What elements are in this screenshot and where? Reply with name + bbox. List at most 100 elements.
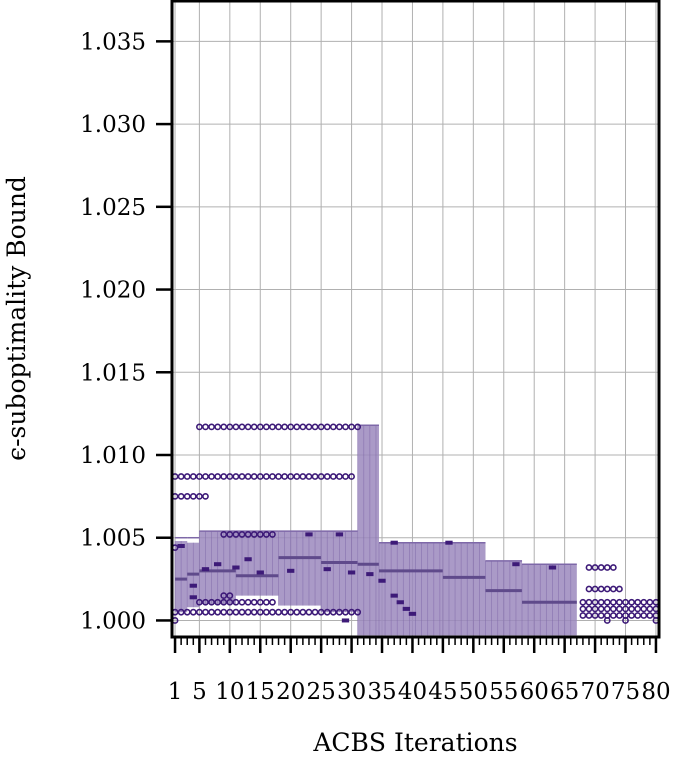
outlier-point — [585, 564, 593, 571]
outlier-point — [250, 423, 258, 431]
box-body — [522, 564, 577, 636]
x-tick-label: 65 — [550, 679, 579, 705]
outlier-point — [603, 598, 611, 606]
outlier-point — [262, 598, 270, 606]
mean-marker — [189, 583, 197, 588]
outlier-point — [226, 531, 234, 538]
outlier-point — [232, 598, 240, 606]
outlier-point — [202, 608, 209, 616]
mean-marker — [232, 565, 240, 570]
box-segment — [521, 563, 577, 636]
outlier-point — [336, 608, 343, 616]
outlier-point — [214, 608, 222, 616]
outlier-point — [622, 617, 629, 624]
y-tick-label: 1.000 — [80, 608, 146, 634]
outlier-point — [208, 473, 215, 480]
outlier-point — [299, 423, 307, 431]
y-tick-label: 1.035 — [80, 29, 146, 55]
outlier-point — [305, 608, 313, 616]
outlier-point — [299, 608, 307, 616]
outlier-markers — [171, 423, 660, 624]
outlier-point — [311, 423, 319, 431]
box-body — [378, 542, 443, 636]
outlier-point — [616, 612, 623, 619]
outlier-point — [603, 605, 611, 613]
outlier-point — [585, 585, 593, 593]
mean-marker — [445, 540, 453, 545]
mean-markers — [177, 532, 557, 623]
box-segment — [186, 536, 200, 608]
mean-marker — [548, 565, 557, 570]
outlier-point — [250, 473, 258, 480]
outlier-point — [220, 592, 228, 600]
outlier-point — [195, 492, 203, 500]
mean-marker — [366, 572, 374, 577]
outlier-point — [232, 531, 240, 538]
outlier-point — [256, 531, 264, 538]
box-segment — [174, 536, 188, 613]
outlier-point — [202, 492, 209, 500]
mean-marker — [305, 532, 313, 537]
outlier-point — [329, 473, 337, 480]
outlier-point — [189, 473, 197, 480]
y-tick-label: 1.025 — [80, 195, 146, 221]
y-axis-ticks: 1.000 1.005 1.010 1.015 1.020 1.025 1.030 1.035 — [80, 29, 172, 634]
outlier-point — [634, 605, 642, 613]
outlier-point — [597, 598, 605, 606]
outlier-point — [195, 473, 203, 480]
outlier-point — [591, 612, 599, 619]
outlier-point — [603, 564, 611, 571]
outlier-point — [244, 598, 252, 606]
outlier-point — [189, 608, 197, 616]
outlier-point — [293, 423, 301, 431]
outlier-point — [354, 423, 362, 431]
outlier-point — [244, 608, 252, 616]
y-tick-label: 1.015 — [80, 360, 146, 386]
y-tick-label: 1.020 — [80, 278, 146, 304]
outlier-point — [244, 423, 252, 431]
outlier-point — [609, 598, 617, 606]
box-segment — [485, 560, 523, 636]
mean-marker — [287, 568, 295, 573]
outlier-point — [311, 608, 319, 616]
outlier-point — [238, 473, 246, 480]
outlier-point — [262, 531, 270, 538]
outlier-point — [220, 423, 228, 431]
outlier-point — [214, 598, 222, 606]
outlier-point — [616, 598, 623, 606]
outlier-point — [226, 423, 234, 431]
mean-marker — [396, 600, 404, 605]
outlier-point — [348, 608, 355, 616]
outlier-point — [262, 473, 270, 480]
outlier-point — [208, 423, 215, 431]
x-tick-label: 20 — [276, 679, 305, 705]
outlier-point — [305, 423, 313, 431]
outlier-point — [287, 473, 295, 480]
x-tick-label: 5 — [192, 679, 207, 705]
outlier-point — [256, 598, 264, 606]
box-body — [442, 542, 486, 636]
outlier-point — [281, 473, 289, 480]
outlier-point — [226, 598, 234, 606]
box-body — [278, 531, 322, 606]
outlier-point — [299, 473, 307, 480]
outlier-point — [287, 423, 295, 431]
outlier-point — [646, 598, 654, 606]
outlier-point — [220, 608, 228, 616]
outlier-point — [256, 473, 264, 480]
outlier-point — [262, 608, 270, 616]
outlier-point — [287, 608, 295, 616]
outlier-point — [208, 598, 215, 606]
outlier-point — [275, 423, 282, 431]
mean-marker — [512, 562, 520, 567]
outlier-point — [311, 473, 319, 480]
outlier-point — [256, 608, 264, 616]
outlier-point — [202, 473, 209, 480]
outlier-point — [597, 585, 605, 593]
outlier-point — [226, 592, 234, 600]
x-tick-label: 55 — [489, 679, 518, 705]
outlier-point — [269, 608, 276, 616]
outlier-point — [317, 473, 325, 480]
outlier-point — [214, 423, 222, 431]
outlier-point — [348, 423, 355, 431]
